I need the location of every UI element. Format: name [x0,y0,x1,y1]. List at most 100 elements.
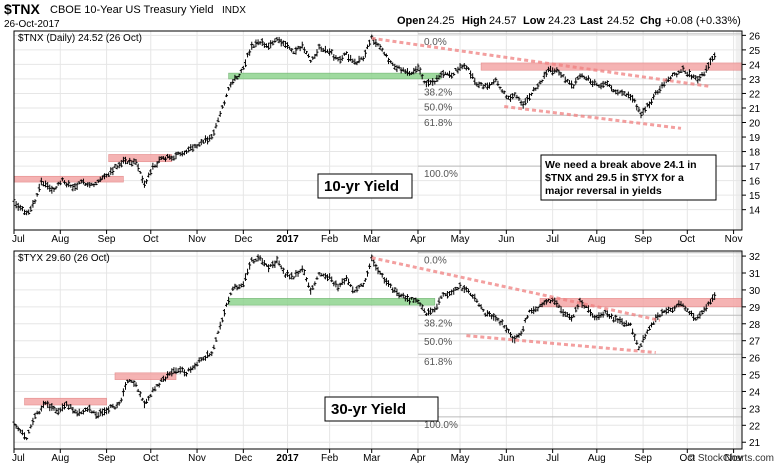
price-bars [12,254,717,441]
x-tick-label: Aug [588,234,606,245]
x-tick-label: 2017 [276,453,299,464]
x-tick-label: Nov [725,453,743,464]
panel-legend: $TYX 29.60 (26 Oct) [18,253,110,264]
plot-frame [13,30,743,231]
panel-title-box [324,396,439,422]
header-exchange: INDX [222,5,246,16]
header-open-value: 24.25 [427,15,455,27]
header-description: CBOE 10-Year US Treasury Yield [50,4,213,16]
trendline [504,105,682,130]
y-tick-label: 31 [749,269,761,280]
panel-title: 30-yr Yield [331,401,406,418]
x-tick-label: Dec [234,453,252,464]
y-tick-label: 21 [749,104,761,115]
x-tick-label: Apr [410,234,426,245]
fib-label: 38.2% [424,318,452,329]
fib-label: 0.0% [424,37,447,48]
header-last-label: Last [580,15,603,27]
header-chg-label: Chg [640,15,661,27]
y-tick-label: 32 [749,252,761,263]
y-tick-label: 22 [749,421,761,432]
x-tick-label: Dec [234,234,252,245]
resistance-zone [480,62,743,71]
y-tick-label: 28 [749,320,761,331]
x-tick-label: Feb [321,453,339,464]
annotation-box [540,154,717,201]
y-tick-label: 15 [749,191,761,202]
y-tick-label: 21 [749,438,761,449]
x-tick-label: Jun [498,234,514,245]
x-tick-label: Jul [546,234,559,245]
x-tick-label: Aug [51,234,69,245]
x-tick-label: Mar [363,234,381,245]
panel-title-box [317,173,413,199]
future-shade [735,31,742,230]
y-tick-label: 26 [749,31,761,42]
y-tick-label: 25 [749,371,761,382]
resistance-zone [24,397,107,406]
x-tick-label: Sep [98,234,116,245]
plot-frame [13,250,743,450]
y-tick-label: 14 [749,206,761,217]
y-tick-label: 29 [749,303,761,314]
fib-label: 100.0% [424,420,458,431]
fib-label: 50.0% [424,337,452,348]
header-high-value: 24.57 [489,15,517,27]
x-tick-label: Sep [634,234,652,245]
header-symbol: $TNX [4,1,40,17]
resistance-zone [114,372,177,380]
y-tick-label: 23 [749,75,761,86]
fib-label: 61.8% [424,357,452,368]
x-tick-label: Jul [12,234,25,245]
x-tick-label: May [451,453,470,464]
x-tick-label: Mar [363,453,381,464]
future-shade [735,251,742,449]
header-high-label: High [462,15,487,27]
x-tick-label: Nov [188,234,206,245]
x-tick-label: Sep [98,453,116,464]
annotation-text: We need a break above 24.1 in $TNX and 29… [545,159,697,197]
trendline [466,334,656,355]
header-low-label: Low [523,15,545,27]
support-zone [228,298,436,306]
x-tick-label: 2017 [276,234,299,245]
x-tick-label: Jul [12,453,25,464]
y-tick-label: 26 [749,354,761,365]
header-open-label: Open [397,15,425,27]
price-bars [12,34,717,216]
x-tick-label: May [451,234,470,245]
x-tick-label: Feb [321,234,339,245]
chart-panel-tnx: 0.0% 38.2% 50.0% 61.8% 100.0% 14 15 16 17 18 19 20 2… [12,30,761,245]
y-tick-label: 19 [749,133,761,144]
x-tick-label: Oct [680,234,696,245]
y-tick-label: 18 [749,148,761,159]
fib-label: 38.2% [424,88,452,99]
x-tick-label: Aug [588,453,606,464]
y-tick-label: 20 [749,119,761,130]
y-tick-label: 17 [749,162,761,173]
chart-panel-tyx: 0.0% 38.2% 50.0% 61.8% 100.0% 21 22 23 24 25 26 27 2… [12,250,761,464]
x-tick-label: Jun [498,453,514,464]
resistance-zone [539,298,743,308]
fib-label: 0.0% [424,256,447,267]
y-tick-label: 24 [749,387,761,398]
y-tick-label: 30 [749,286,761,297]
fib-label: 61.8% [424,118,452,129]
y-tick-label: 24 [749,60,761,71]
fib-label: 50.0% [424,102,452,113]
x-tick-label: Nov [188,453,206,464]
trendline [371,36,709,88]
x-tick-label: Apr [410,453,426,464]
x-tick-label: Jul [546,453,559,464]
x-tick-label: Oct [143,453,159,464]
watermark: © StockCharts.com [688,453,774,464]
panel-title: 10-yr Yield [324,178,399,195]
x-tick-label: Oct [680,453,696,464]
y-tick-label: 25 [749,46,761,57]
y-tick-label: 27 [749,337,761,348]
trendline [371,256,661,322]
panel-legend: $TNX (Daily) 24.52 (26 Oct) [18,33,142,44]
header-date: 26-Oct-2017 [4,19,60,30]
header-chg-value: +0.08 (+0.33%) [665,15,741,27]
